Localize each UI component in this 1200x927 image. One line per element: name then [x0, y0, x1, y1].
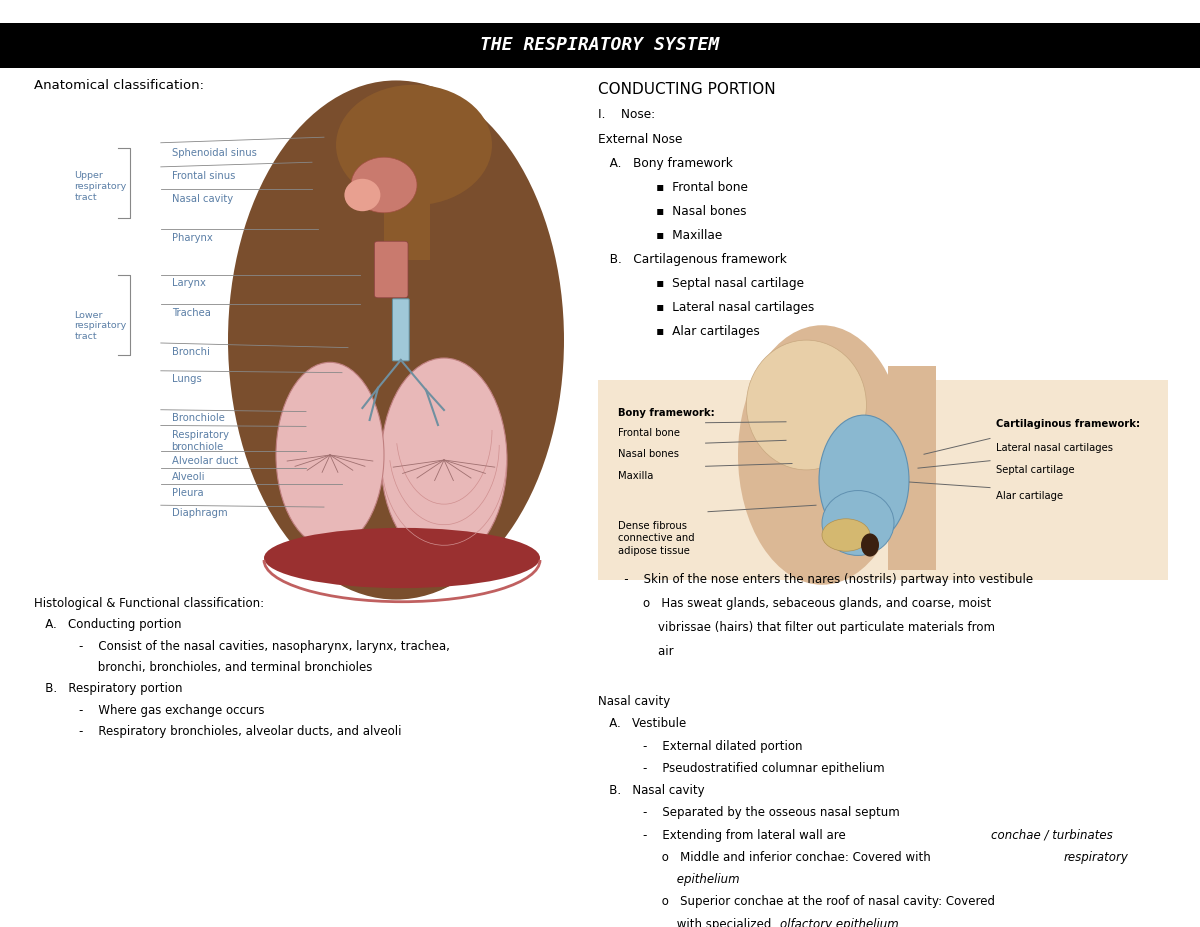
- Ellipse shape: [228, 81, 564, 600]
- Ellipse shape: [818, 415, 910, 545]
- Text: -    Where gas exchange occurs: - Where gas exchange occurs: [34, 704, 264, 717]
- Ellipse shape: [270, 263, 534, 597]
- Text: ▪  Alar cartilages: ▪ Alar cartilages: [598, 325, 760, 338]
- Text: o   Superior conchae at the roof of nasal cavity: Covered: o Superior conchae at the roof of nasal …: [598, 895, 995, 908]
- Text: Frontal bone: Frontal bone: [618, 428, 680, 438]
- Text: Maxilla: Maxilla: [618, 471, 653, 481]
- Text: Lateral nasal cartilages: Lateral nasal cartilages: [996, 443, 1114, 453]
- Text: A.   Vestibule: A. Vestibule: [598, 717, 686, 730]
- Text: Sphenoidal sinus: Sphenoidal sinus: [172, 148, 257, 159]
- Text: Alar cartilage: Alar cartilage: [996, 491, 1063, 502]
- Text: with specialized: with specialized: [598, 918, 775, 927]
- Text: Bronchiole: Bronchiole: [172, 413, 224, 424]
- Text: -    External dilated portion: - External dilated portion: [598, 740, 802, 753]
- Text: ▪  Maxillae: ▪ Maxillae: [598, 229, 722, 242]
- FancyBboxPatch shape: [374, 241, 408, 298]
- Text: ▪  Septal nasal cartilage: ▪ Septal nasal cartilage: [598, 277, 804, 290]
- Text: Alveoli: Alveoli: [172, 472, 205, 482]
- Bar: [598, 380, 1168, 580]
- Ellipse shape: [352, 158, 418, 213]
- Text: A.   Conducting portion: A. Conducting portion: [34, 618, 181, 631]
- Text: o   Middle and inferior conchae: Covered with: o Middle and inferior conchae: Covered w…: [598, 851, 934, 864]
- Text: Upper
respiratory
tract: Upper respiratory tract: [74, 171, 127, 202]
- Text: ▪  Nasal bones: ▪ Nasal bones: [598, 205, 746, 218]
- Ellipse shape: [822, 490, 894, 555]
- Text: THE RESPIRATORY SYSTEM: THE RESPIRATORY SYSTEM: [480, 36, 720, 55]
- Text: air: air: [598, 645, 673, 658]
- Text: Trachea: Trachea: [172, 308, 210, 318]
- Ellipse shape: [746, 340, 866, 470]
- Ellipse shape: [264, 527, 540, 588]
- Bar: [888, 366, 936, 570]
- Text: External Nose: External Nose: [598, 133, 682, 146]
- Text: I.    Nose:: I. Nose:: [598, 108, 655, 121]
- Text: conchae / turbinates: conchae / turbinates: [991, 829, 1112, 842]
- Ellipse shape: [344, 179, 380, 211]
- Text: Septal cartilage: Septal cartilage: [996, 465, 1075, 476]
- Text: epithelium: epithelium: [598, 873, 739, 886]
- Text: ▪  Frontal bone: ▪ Frontal bone: [598, 181, 748, 194]
- FancyBboxPatch shape: [392, 298, 409, 361]
- Text: Nasal cavity: Nasal cavity: [598, 695, 670, 708]
- Text: Lower
respiratory
tract: Lower respiratory tract: [74, 311, 127, 341]
- Text: Alveolar duct: Alveolar duct: [172, 456, 238, 466]
- Text: Lungs: Lungs: [172, 374, 202, 384]
- Text: Larynx: Larynx: [172, 278, 205, 288]
- Text: Bronchi: Bronchi: [172, 347, 210, 357]
- Text: Frontal sinus: Frontal sinus: [172, 171, 235, 181]
- Text: -    Skin of the nose enters the nares (nostrils) partway into vestibule: - Skin of the nose enters the nares (nos…: [598, 573, 1033, 586]
- Text: Nasal cavity: Nasal cavity: [172, 194, 233, 204]
- Text: ▪  Lateral nasal cartilages: ▪ Lateral nasal cartilages: [598, 301, 814, 314]
- Text: Dense fibrous
connective and
adipose tissue: Dense fibrous connective and adipose tis…: [618, 521, 695, 556]
- Text: Histological & Functional classification:: Histological & Functional classification…: [34, 597, 264, 610]
- Text: B.   Nasal cavity: B. Nasal cavity: [598, 784, 704, 797]
- Ellipse shape: [276, 362, 384, 548]
- Ellipse shape: [822, 519, 870, 552]
- Text: Bony framework:: Bony framework:: [618, 408, 715, 418]
- Ellipse shape: [382, 358, 508, 562]
- Text: Diaphragm: Diaphragm: [172, 508, 227, 518]
- Text: Cartilaginous framework:: Cartilaginous framework:: [996, 419, 1140, 429]
- Ellipse shape: [862, 533, 878, 556]
- Text: olfactory epithelium: olfactory epithelium: [780, 918, 899, 927]
- Text: -    Pseudostratified columnar epithelium: - Pseudostratified columnar epithelium: [598, 762, 884, 775]
- Text: A.   Bony framework: A. Bony framework: [598, 157, 732, 170]
- Text: -    Respiratory bronchioles, alveolar ducts, and alveoli: - Respiratory bronchioles, alveolar duct…: [34, 725, 401, 738]
- Text: Nasal bones: Nasal bones: [618, 449, 679, 459]
- Text: B.   Respiratory portion: B. Respiratory portion: [34, 682, 182, 695]
- Ellipse shape: [738, 325, 906, 585]
- Text: Pleura: Pleura: [172, 488, 203, 498]
- Circle shape: [336, 84, 492, 205]
- Text: o   Has sweat glands, sebaceous glands, and coarse, moist: o Has sweat glands, sebaceous glands, an…: [598, 597, 991, 610]
- Text: Respiratory
bronchiole: Respiratory bronchiole: [172, 430, 228, 451]
- Text: B.   Cartilagenous framework: B. Cartilagenous framework: [598, 253, 786, 266]
- Text: -    Separated by the osseous nasal septum: - Separated by the osseous nasal septum: [598, 806, 899, 819]
- Text: -    Extending from lateral wall are: - Extending from lateral wall are: [598, 829, 850, 842]
- Text: CONDUCTING PORTION: CONDUCTING PORTION: [598, 82, 775, 96]
- Text: Pharynx: Pharynx: [172, 233, 212, 243]
- Bar: [384, 190, 430, 260]
- Text: Anatomical classification:: Anatomical classification:: [34, 79, 204, 92]
- Bar: [0, 23, 1200, 68]
- Text: vibrissae (hairs) that filter out particulate materials from: vibrissae (hairs) that filter out partic…: [598, 621, 995, 634]
- Text: respiratory: respiratory: [1063, 851, 1128, 864]
- Text: -    Consist of the nasal cavities, nasopharynx, larynx, trachea,: - Consist of the nasal cavities, nasopha…: [34, 640, 450, 653]
- Text: bronchi, bronchioles, and terminal bronchioles: bronchi, bronchioles, and terminal bronc…: [34, 661, 372, 674]
